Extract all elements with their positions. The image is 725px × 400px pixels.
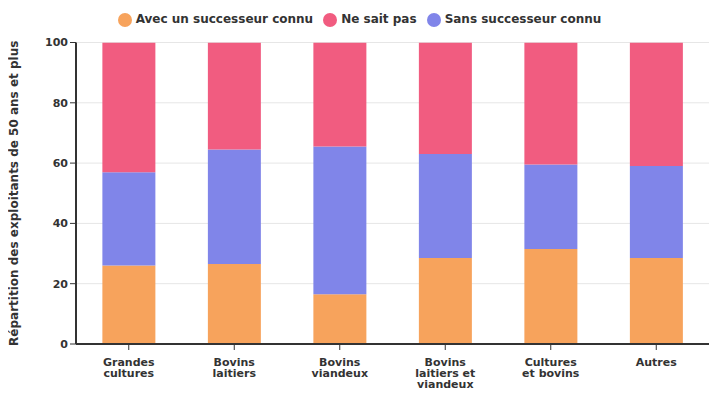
svg-text:0: 0 <box>60 338 68 351</box>
svg-text:Cultureset bovins: Cultureset bovins <box>522 356 580 380</box>
svg-text:80: 80 <box>53 97 69 110</box>
html-text:Sans successeur connu: Sans successeur connu <box>444 12 602 26</box>
svg-text:Autres: Autres <box>636 356 677 369</box>
svg-text:100: 100 <box>45 36 68 49</box>
svg-text:Répartition des exploitants de: Répartition des exploitants de 50 ans et… <box>8 41 21 346</box>
svg-text:Bovinsviandeux: Bovinsviandeux <box>312 356 368 380</box>
svg-text:Bovinslaitiers: Bovinslaitiers <box>213 356 257 380</box>
svg-text:60: 60 <box>53 157 69 170</box>
svg-text:Bovinslaitiers etviandeux: Bovinslaitiers etviandeux <box>415 356 475 391</box>
svg-text:Grandescultures: Grandescultures <box>103 356 155 380</box>
svg-text:40: 40 <box>53 217 69 230</box>
html-text:Avec un successeur connu: Avec un successeur connu <box>135 12 314 26</box>
svg-text:20: 20 <box>53 278 69 291</box>
html-text:Ne sait pas: Ne sait pas <box>341 12 417 26</box>
